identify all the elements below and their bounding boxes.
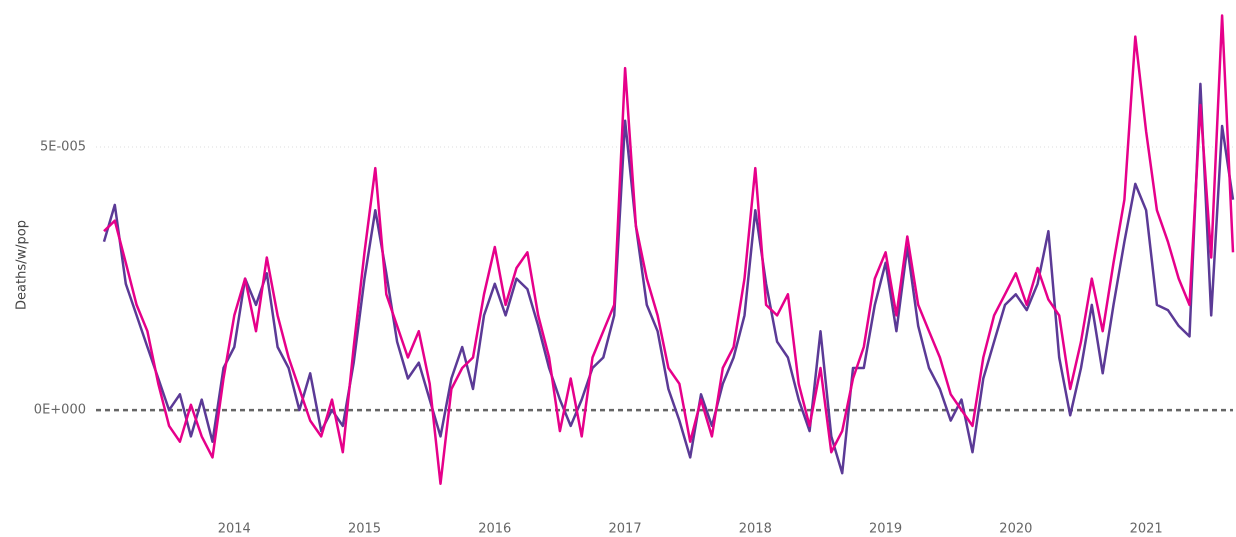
series-line — [102, 82, 1235, 475]
x-tick-label: 2018 — [739, 522, 772, 537]
series-line — [103, 14, 1235, 485]
y-tick-label: 0E+000 — [34, 403, 86, 418]
x-tick-label: 2019 — [869, 522, 902, 537]
x-tick-label: 2017 — [609, 522, 642, 537]
x-tick-label: 2015 — [348, 522, 381, 537]
x-tick-label: 2014 — [218, 522, 251, 537]
x-tick-label: 2021 — [1130, 522, 1163, 537]
x-tick-label: 2020 — [999, 522, 1032, 537]
y-axis-label: Deaths/w/pop — [15, 220, 30, 310]
x-tick-label: 2016 — [478, 522, 511, 537]
y-tick-label: 5E-005 — [40, 140, 86, 155]
